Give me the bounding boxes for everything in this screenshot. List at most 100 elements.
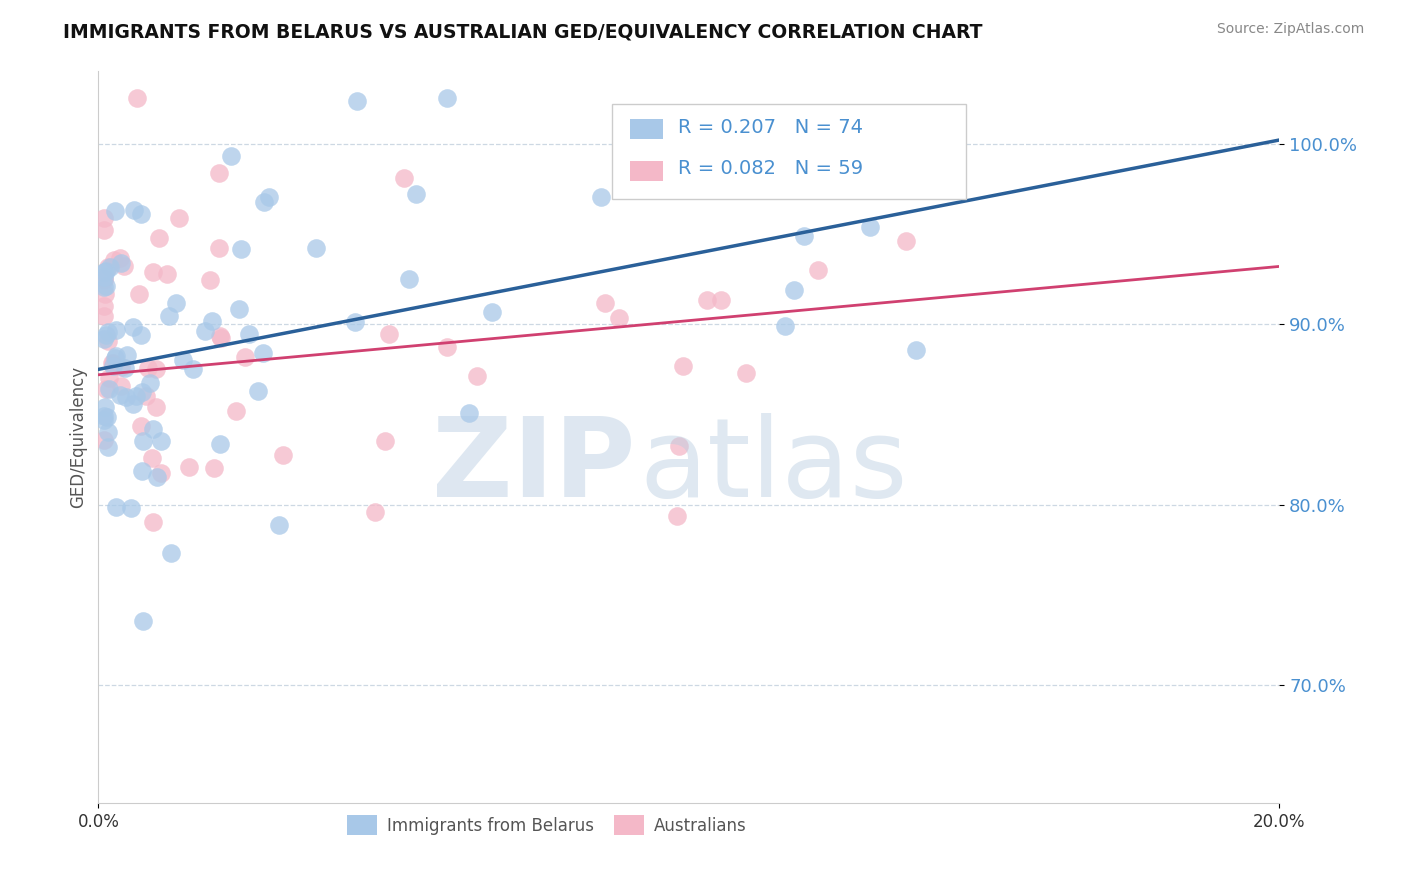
Point bbox=[149, 467, 172, 481]
Point bbox=[183, 362, 205, 376]
Point bbox=[97, 325, 120, 339]
Point bbox=[228, 302, 250, 317]
Point bbox=[125, 389, 148, 403]
Point bbox=[97, 440, 120, 454]
Point bbox=[145, 470, 167, 484]
Point bbox=[136, 360, 159, 375]
Point bbox=[859, 219, 882, 234]
Point bbox=[229, 242, 252, 256]
Point bbox=[252, 346, 274, 360]
Point bbox=[668, 439, 690, 453]
Point bbox=[121, 320, 143, 334]
Point bbox=[110, 251, 132, 265]
Text: atlas: atlas bbox=[640, 413, 908, 520]
Point bbox=[807, 263, 830, 277]
Point bbox=[145, 361, 167, 376]
Point bbox=[458, 406, 481, 420]
Point bbox=[194, 324, 217, 338]
Point bbox=[346, 95, 368, 109]
Point bbox=[305, 242, 328, 256]
Point bbox=[128, 287, 150, 301]
Point bbox=[259, 190, 281, 204]
Y-axis label: GED/Equivalency: GED/Equivalency bbox=[69, 366, 87, 508]
Point bbox=[894, 234, 917, 248]
Point bbox=[202, 461, 225, 475]
Point bbox=[97, 334, 120, 348]
Point bbox=[177, 459, 200, 474]
Point bbox=[138, 376, 160, 390]
Point bbox=[93, 409, 115, 423]
Point bbox=[142, 515, 165, 529]
Point bbox=[225, 404, 247, 418]
Point bbox=[104, 351, 127, 365]
Point bbox=[773, 319, 796, 334]
Point bbox=[96, 382, 118, 396]
Point bbox=[93, 299, 115, 313]
Point bbox=[101, 356, 124, 370]
Point bbox=[374, 434, 396, 449]
Point bbox=[607, 311, 630, 326]
Point bbox=[93, 223, 115, 237]
Point bbox=[122, 397, 145, 411]
Point bbox=[94, 287, 117, 301]
Point bbox=[233, 350, 256, 364]
Point bbox=[93, 272, 115, 286]
Point bbox=[93, 309, 115, 323]
Point bbox=[110, 379, 132, 393]
Point bbox=[710, 293, 733, 307]
Point bbox=[93, 211, 115, 226]
Point bbox=[122, 202, 145, 217]
Point bbox=[208, 241, 231, 255]
Point bbox=[481, 305, 503, 319]
Point bbox=[131, 384, 153, 399]
Point bbox=[793, 228, 815, 243]
Point bbox=[198, 273, 221, 287]
FancyBboxPatch shape bbox=[630, 161, 664, 181]
Point bbox=[96, 327, 118, 342]
Point bbox=[141, 450, 163, 465]
Point bbox=[115, 348, 138, 362]
Point bbox=[665, 508, 688, 523]
Point bbox=[108, 388, 131, 402]
Point bbox=[209, 331, 232, 345]
Point bbox=[104, 323, 127, 337]
Point bbox=[364, 505, 387, 519]
Point bbox=[114, 390, 136, 404]
Point bbox=[149, 434, 172, 448]
Point bbox=[135, 389, 157, 403]
Point bbox=[398, 272, 420, 286]
Point bbox=[172, 353, 194, 368]
Point bbox=[110, 255, 132, 269]
Point bbox=[394, 170, 416, 185]
Point bbox=[160, 546, 183, 560]
Legend: Immigrants from Belarus, Australians: Immigrants from Belarus, Australians bbox=[340, 808, 754, 842]
Point bbox=[112, 260, 135, 274]
Point bbox=[110, 360, 132, 375]
Point bbox=[131, 328, 153, 343]
Point bbox=[129, 207, 152, 221]
Point bbox=[591, 190, 613, 204]
Point bbox=[97, 370, 120, 384]
Point bbox=[208, 328, 231, 343]
Point bbox=[208, 166, 231, 180]
Point bbox=[101, 359, 124, 373]
Point bbox=[696, 293, 718, 307]
Point bbox=[253, 195, 276, 210]
Point bbox=[904, 343, 927, 357]
Point bbox=[271, 448, 294, 462]
Point bbox=[97, 425, 120, 439]
Point bbox=[671, 359, 693, 373]
Point bbox=[148, 231, 170, 245]
Text: ZIP: ZIP bbox=[433, 413, 636, 520]
Point bbox=[131, 464, 153, 478]
Point bbox=[93, 270, 115, 285]
Point bbox=[201, 314, 224, 328]
Text: Source: ZipAtlas.com: Source: ZipAtlas.com bbox=[1216, 22, 1364, 37]
Point bbox=[131, 434, 153, 448]
Point bbox=[104, 203, 127, 218]
Point bbox=[219, 149, 242, 163]
Point bbox=[238, 327, 260, 342]
Point bbox=[157, 309, 180, 323]
Point bbox=[734, 367, 756, 381]
Point bbox=[97, 382, 120, 396]
